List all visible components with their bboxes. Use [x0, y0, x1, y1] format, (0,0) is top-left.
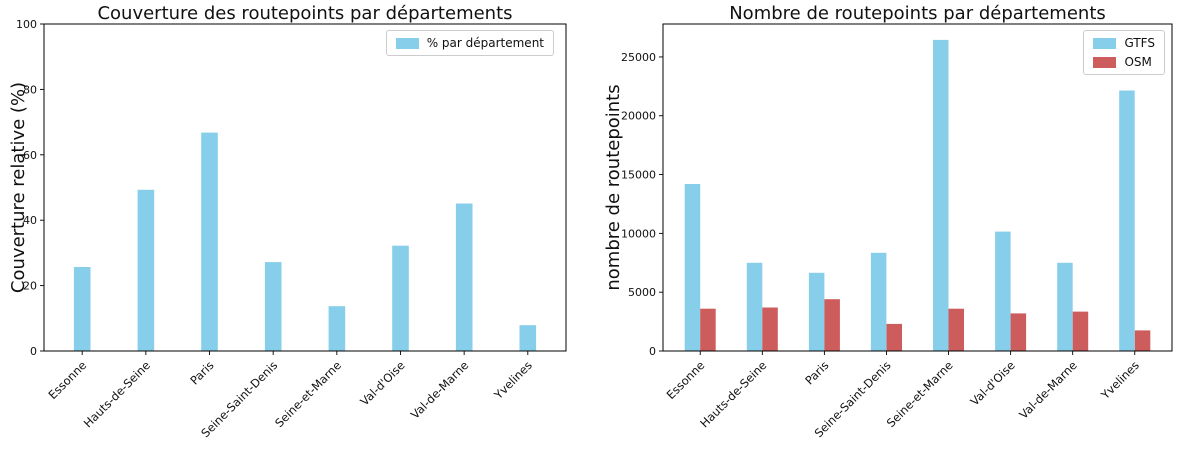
plot-spines [662, 23, 1173, 352]
y-tick-label: 0 [30, 345, 37, 358]
bar-par-d-partement-seine-et-marne [328, 306, 346, 351]
legend-label-gtfs: GTFS [1124, 36, 1155, 50]
count-chart-panel: Nombre de routepoints par départements n… [589, 0, 1178, 451]
x-tick-label: Paris [187, 358, 216, 387]
y-tick-label: 20 [23, 280, 37, 293]
y-tick-label: 10000 [621, 227, 656, 240]
coverage-chart-panel: Couverture des routepoints par départeme… [8, 3, 567, 440]
legend-label-pct: % par département [426, 36, 544, 50]
bar-osm-essonne [700, 308, 716, 351]
x-tick-label: Seine-et-Marne [272, 358, 344, 430]
bar-osm-seine-et-marne [948, 308, 964, 351]
count-legend: GTFS OSM [1083, 30, 1165, 75]
bar-gtfs-val-de-marne [1057, 262, 1073, 351]
x-tick-label: Val-d'Oise [967, 358, 1017, 408]
y-tick-label: 15000 [621, 169, 656, 182]
bar-osm-val-d-oise [1010, 313, 1027, 351]
bar-gtfs-yvelines [1119, 90, 1135, 351]
bar-par-d-partement-yvelines [519, 325, 537, 351]
bar-par-d-partement-essonne [73, 267, 91, 351]
x-tick-label: Seine-et-Marne [884, 358, 956, 430]
y-tick-label: 100 [16, 18, 37, 31]
bar-osm-seine-saint-denis [886, 323, 902, 351]
legend-item-osm: OSM [1093, 55, 1155, 69]
y-tick-label: 60 [23, 149, 37, 162]
count-chart-title: Nombre de routepoints par départements [729, 3, 1106, 24]
x-tick-label: Paris [802, 358, 831, 387]
coverage-chart-title: Couverture des routepoints par départeme… [97, 3, 513, 24]
x-tick-label: Yvelines [491, 358, 535, 402]
bar-gtfs-seine-saint-denis [870, 252, 887, 351]
bar-par-d-partement-seine-saint-denis [264, 262, 282, 351]
bar-osm-paris [824, 299, 840, 351]
bar-par-d-partement-val-de-marne [455, 203, 473, 351]
bar-gtfs-hauts-de-seine [746, 262, 763, 351]
x-tick-label: Essonne [664, 358, 708, 402]
bar-gtfs-essonne [684, 184, 701, 351]
x-tick-label: Yvelines [1098, 358, 1142, 402]
bar-par-d-partement-hauts-de-seine [137, 189, 155, 351]
gtfs-swatch-icon [1093, 37, 1117, 49]
x-tick-label: Hauts-de-Seine [81, 358, 153, 430]
y-tick-label: 5000 [628, 286, 656, 299]
y-tick-label: 40 [23, 214, 37, 227]
legend-item-pct: % par département [395, 36, 544, 50]
x-tick-label: Val-d'Oise [357, 358, 407, 408]
coverage-legend: % par département [385, 30, 554, 56]
bar-gtfs-paris [808, 272, 825, 351]
bar-osm-hauts-de-seine [762, 307, 778, 351]
count-plot: 0 5000 10000 15000 20000 25000 EssonneHauts-de… [621, 23, 1173, 440]
y-tick-label: 25000 [621, 51, 656, 64]
x-tick-label: Hauts-de-Seine [697, 358, 769, 430]
bar-par-d-partement-val-d-oise [392, 245, 409, 351]
legend-item-gtfs: GTFS [1093, 36, 1155, 50]
x-tick-label: Val-de-Marne [408, 358, 471, 421]
plot-spines [43, 23, 567, 352]
x-tick-label: Essonne [46, 358, 90, 402]
bar-gtfs-seine-et-marne [933, 39, 949, 352]
x-tick-label: Val-de-Marne [1016, 358, 1079, 421]
osm-swatch-icon [1093, 56, 1117, 68]
bar-osm-val-de-marne [1072, 311, 1089, 351]
legend-label-osm: OSM [1124, 55, 1152, 69]
pct-swatch-icon [395, 37, 419, 49]
y-tick-label: 0 [649, 345, 656, 358]
bar-par-d-partement-paris [201, 132, 218, 351]
y-tick-label: 20000 [621, 110, 656, 123]
bar-osm-yvelines [1134, 330, 1151, 351]
y-tick-label: 80 [23, 83, 37, 96]
bar-gtfs-val-d-oise [995, 231, 1011, 351]
